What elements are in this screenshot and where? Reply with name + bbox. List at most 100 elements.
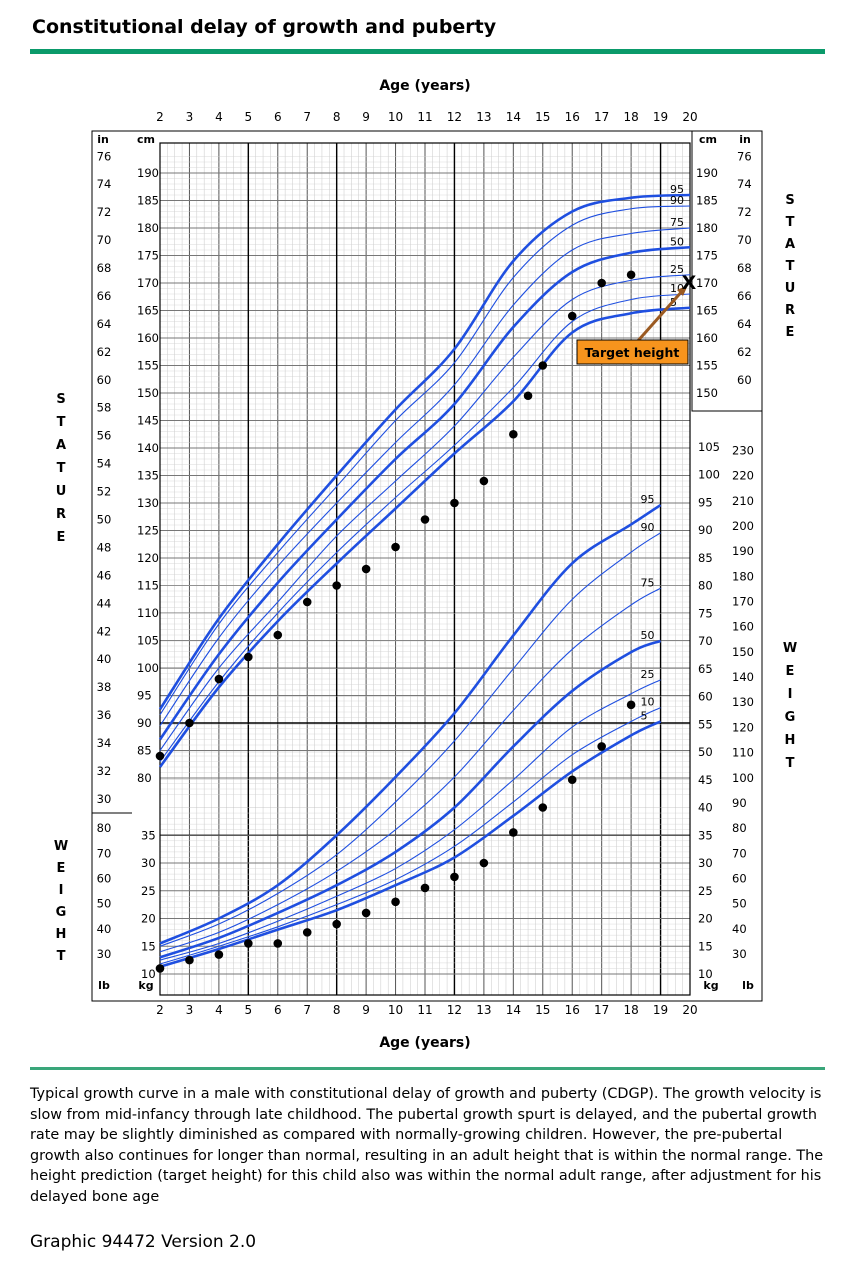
stature-cm-tick-right: 185 — [696, 194, 718, 208]
stature-cm-tick: 80 — [137, 771, 152, 785]
weight-lb-tick-right: 190 — [732, 544, 754, 558]
right-lb-unit: lb — [742, 979, 754, 992]
weight-side-label-right: T — [786, 756, 795, 771]
stature-cm-tick-right: 155 — [696, 359, 718, 373]
weight-kg-tick-right: 35 — [698, 828, 713, 842]
stature-inch-tick: 74 — [97, 177, 112, 191]
weight-lb-tick: 30 — [97, 947, 112, 961]
stature-point — [523, 391, 533, 401]
stature-side-label-right: T — [786, 215, 795, 230]
weight-lb-tick-right: 30 — [732, 947, 747, 961]
x-tick-label-bottom: 12 — [447, 1003, 462, 1017]
stature-side-label-left: T — [57, 461, 66, 476]
stature-inch-tick-right: 64 — [737, 317, 752, 331]
stature-point — [214, 674, 224, 684]
weight-point — [597, 742, 606, 751]
x-tick-label-top: 5 — [245, 110, 253, 124]
stature-curve-p10 — [159, 293, 691, 762]
weight-point — [626, 700, 636, 710]
stature-cm-tick: 105 — [137, 634, 159, 648]
x-tick-label-bottom: 20 — [682, 1003, 697, 1017]
right-inch-unit: in — [739, 133, 751, 146]
stature-cm-tick: 185 — [137, 194, 159, 208]
stature-inch-tick: 70 — [97, 233, 112, 247]
grid — [159, 143, 691, 995]
weight-kg-tick: 25 — [141, 884, 156, 898]
stature-side-label-right: R — [785, 303, 795, 318]
weight-kg-tick: 30 — [141, 856, 156, 870]
stature-cm-tick: 150 — [137, 386, 159, 400]
left-inch-unit: in — [97, 133, 109, 146]
stature-cm-tick-right: 170 — [696, 276, 718, 290]
weight-point — [567, 775, 577, 785]
stature-inch-tick: 66 — [97, 289, 112, 303]
weight-lb-tick-right: 160 — [732, 620, 754, 634]
stature-point — [244, 652, 253, 662]
weight-lb-tick-right: 70 — [732, 846, 747, 860]
stature-inch-tick-right: 72 — [737, 205, 752, 219]
stature-point — [479, 476, 489, 486]
x-tick-label-top: 10 — [388, 110, 403, 124]
target-label: Target height — [585, 345, 680, 360]
stature-cm-tick: 125 — [137, 524, 159, 538]
weight-lb-tick-right: 50 — [732, 897, 747, 911]
weight-point — [244, 939, 253, 948]
target-arrowhead — [677, 285, 688, 296]
stature-side-label-right: U — [785, 281, 796, 296]
left-kg-unit: kg — [138, 979, 153, 992]
x-tick-label-top: 13 — [476, 110, 491, 124]
stature-point — [567, 311, 577, 321]
stature-side-label-left: E — [57, 530, 66, 545]
stature-curve-label-p95: 95 — [670, 183, 684, 196]
stature-point — [361, 564, 371, 574]
weight-side-label-left: W — [54, 839, 68, 854]
stature-cm-tick-right: 180 — [696, 221, 718, 235]
x-tick-label-bottom: 7 — [303, 1003, 311, 1017]
stature-cm-tick: 100 — [137, 661, 159, 675]
x-axis-title-bottom: Age (years) — [379, 1035, 470, 1051]
x-tick-label-bottom: 17 — [594, 1003, 609, 1017]
weight-curve-p50 — [159, 639, 662, 959]
graphic-id: Graphic 94472 Version 2.0 — [30, 1232, 257, 1252]
weight-side-label-left: H — [56, 927, 67, 942]
stature-inch-tick: 52 — [97, 485, 112, 499]
caption-divider — [30, 1067, 825, 1070]
weight-kg-tick-right: 10 — [698, 967, 713, 981]
stature-inch-tick: 34 — [97, 736, 112, 750]
stature-side-label-left: A — [56, 438, 66, 453]
stature-inch-tick: 54 — [97, 457, 112, 471]
weight-lb-tick-right: 150 — [732, 645, 754, 659]
weight-curve-label-p25: 25 — [641, 668, 655, 681]
weight-kg-tick: 35 — [141, 828, 156, 842]
x-tick-label-top: 12 — [447, 110, 462, 124]
stature-inch-tick: 62 — [97, 345, 112, 359]
weight-lb-tick-right: 100 — [732, 771, 754, 785]
weight-lb-tick-right: 170 — [732, 595, 754, 609]
weight-kg-tick-right: 45 — [698, 773, 713, 787]
stature-inch-tick: 72 — [97, 205, 112, 219]
weight-curve-label-p5: 5 — [641, 709, 648, 722]
weight-kg-tick: 10 — [141, 967, 156, 981]
weight-point — [185, 955, 194, 965]
weight-point — [214, 950, 224, 959]
x-tick-label-bottom: 5 — [245, 1003, 253, 1017]
stature-inch-tick: 64 — [97, 317, 112, 331]
weight-point — [420, 883, 430, 893]
stature-cm-tick-right: 160 — [696, 331, 718, 345]
right-kg-unit: kg — [703, 979, 718, 992]
stature-inch-tick: 36 — [97, 708, 112, 722]
stature-point — [302, 597, 312, 607]
right-top-frame — [691, 130, 763, 412]
weight-lb-tick: 50 — [97, 897, 112, 911]
weight-kg-tick-right: 30 — [698, 856, 713, 870]
weight-kg-tick-right: 70 — [698, 634, 713, 648]
stature-inch-tick: 44 — [97, 596, 112, 610]
weight-curve-p90 — [159, 532, 661, 947]
weight-lb-tick: 80 — [97, 821, 112, 835]
weight-kg-tick-right: 55 — [698, 717, 713, 731]
weight-lb-tick-right: 230 — [732, 443, 754, 457]
weight-kg-tick: 15 — [141, 939, 156, 953]
stature-cm-tick: 190 — [137, 166, 159, 180]
weight-kg-tick-right: 25 — [698, 884, 713, 898]
x-tick-label-top: 7 — [303, 110, 311, 124]
